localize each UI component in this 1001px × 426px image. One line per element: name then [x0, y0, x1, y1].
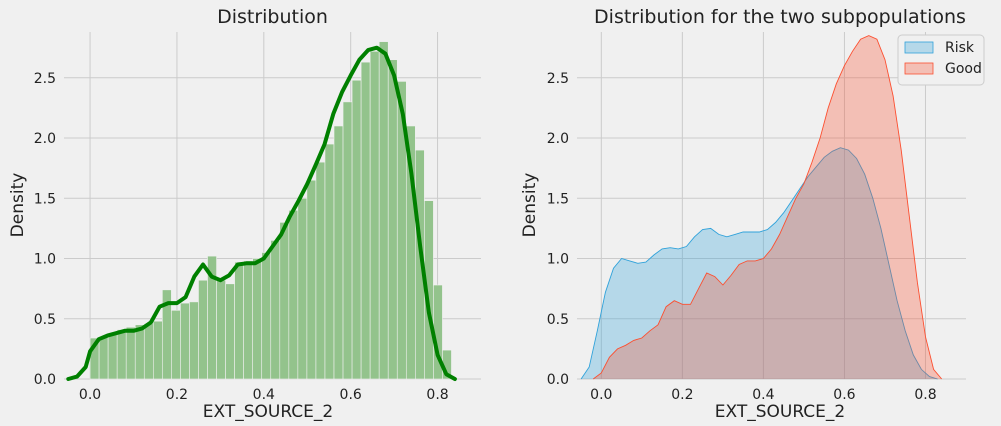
- histogram-bar: [143, 323, 154, 380]
- x-tick-labels: 0.0 0.2 0.4 0.6 0.8: [590, 387, 936, 403]
- y-tick-label: 2.0: [547, 131, 569, 147]
- histogram-bar: [297, 197, 308, 380]
- histogram-bar: [252, 258, 263, 380]
- histogram-bar: [324, 143, 335, 380]
- histogram-bar: [216, 279, 226, 380]
- y-tick-label: 0.0: [34, 372, 56, 388]
- histogram-bar: [270, 240, 281, 380]
- legend: Risk Good: [897, 34, 985, 86]
- y-tick-labels: 0.0 0.5 1.0 1.5 2.0 2.5: [547, 71, 569, 388]
- histogram-bar: [288, 210, 299, 380]
- histogram-bar: [261, 252, 272, 380]
- y-tick-labels: 0.0 0.5 1.0 1.5 2.0 2.5: [34, 71, 56, 388]
- x-axis-label: EXT_SOURCE_2: [203, 402, 333, 422]
- histogram-bar: [315, 161, 326, 380]
- histogram-bar: [171, 310, 181, 380]
- histogram-bar: [125, 326, 136, 380]
- x-tick-label: 0.0: [590, 387, 612, 403]
- kde-area-risk: [581, 147, 938, 379]
- y-tick-label: 2.0: [34, 131, 56, 147]
- y-axis-label: Density: [8, 173, 28, 238]
- y-tick-label: 2.5: [34, 71, 56, 87]
- y-tick-label: 0.0: [547, 372, 569, 388]
- kde-curves: [580, 35, 943, 380]
- histogram-bar: [351, 79, 362, 380]
- histogram-bar: [116, 329, 127, 380]
- histogram-bar: [378, 41, 389, 380]
- histogram-bar: [198, 279, 208, 380]
- chart-title: Distribution: [217, 6, 328, 28]
- y-tick-label: 1.5: [34, 191, 56, 207]
- histogram-bar: [243, 260, 253, 380]
- histogram-bar: [234, 261, 244, 380]
- x-tick-labels: 0.0 0.2 0.4 0.6 0.8: [79, 387, 449, 403]
- chart-title: Distribution for the two subpopulations: [594, 6, 966, 28]
- y-axis-label: Density: [520, 173, 540, 238]
- kde-line-good: [592, 35, 943, 380]
- x-tick-label: 0.2: [166, 387, 188, 403]
- histogram-bar: [189, 301, 199, 380]
- chart-distribution: 0.0 0.2 0.4 0.6 0.8 0.0 0.5 1.0 1.5 2.0 2.5 Distr…: [8, 6, 481, 422]
- histogram-bar: [107, 332, 118, 380]
- x-tick-label: 0.8: [426, 387, 448, 403]
- kde-area-good: [593, 35, 942, 379]
- x-tick-label: 0.2: [671, 387, 693, 403]
- x-axis-label: EXT_SOURCE_2: [715, 402, 845, 422]
- x-tick-label: 0.4: [253, 387, 275, 403]
- y-tick-label: 1.0: [547, 252, 569, 268]
- kde-line-risk: [580, 147, 938, 380]
- plot-area-background: [577, 32, 966, 379]
- x-tick-label: 0.6: [340, 387, 362, 403]
- kde-line: [66, 45, 457, 381]
- chart-two-subpopulations: 0.0 0.2 0.4 0.6 0.8 0.0 0.5 1.0 1.5 2.0 2.5 Distr…: [520, 6, 985, 422]
- y-tick-label: 0.5: [547, 312, 569, 328]
- x-tick-label: 0.8: [914, 387, 936, 403]
- y-tick-label: 1.5: [547, 191, 569, 207]
- histogram-bar: [153, 320, 163, 380]
- histogram-bar: [342, 101, 353, 380]
- histogram-bar: [369, 50, 380, 380]
- legend-label-risk: Risk: [945, 40, 975, 56]
- histogram-bar: [134, 324, 145, 380]
- histogram-bar: [387, 59, 398, 380]
- legend-frame: [897, 34, 985, 86]
- x-tick-label: 0.0: [79, 387, 101, 403]
- y-tick-label: 2.5: [547, 71, 569, 87]
- histogram-bar: [306, 179, 317, 380]
- histogram-bar: [279, 222, 290, 380]
- x-tick-label: 0.6: [833, 387, 855, 403]
- histogram-bar: [333, 125, 344, 380]
- x-tick-label: 0.4: [752, 387, 774, 403]
- legend-swatch-risk: [904, 41, 934, 54]
- histogram-bar: [225, 283, 235, 380]
- legend-label-good: Good: [945, 61, 982, 77]
- histogram-bar: [360, 61, 371, 380]
- histogram-bars: [89, 41, 452, 380]
- histogram-bar: [180, 302, 190, 380]
- histogram-bar: [98, 336, 109, 380]
- kde-curves: [66, 45, 457, 381]
- y-tick-label: 1.0: [34, 252, 56, 268]
- legend-swatch-good: [904, 62, 934, 75]
- y-tick-label: 0.5: [34, 312, 56, 328]
